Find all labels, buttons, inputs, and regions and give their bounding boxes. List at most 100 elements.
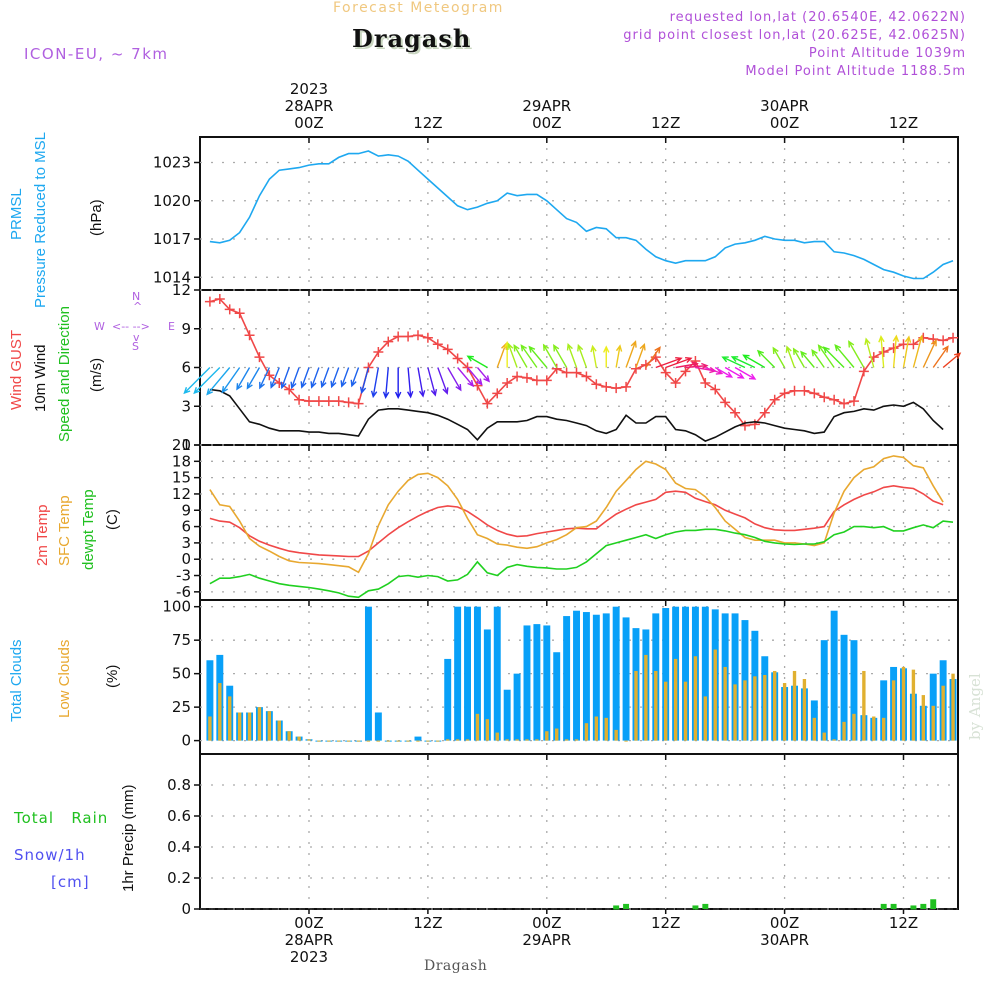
wind-arrow <box>221 367 241 394</box>
gust-marker <box>373 347 384 357</box>
low-cloud-bar <box>356 740 361 742</box>
compass-south: S <box>132 340 139 353</box>
gust-marker <box>630 363 641 374</box>
gust-marker <box>581 371 592 382</box>
wind-arrow <box>878 335 885 368</box>
requested-coordinates: requested lon,lat (20.6540E, 42.0622N) <box>669 10 966 25</box>
gust-marker <box>521 372 532 383</box>
gust-marker <box>779 388 790 399</box>
y-tick-label: 1020 <box>153 192 191 210</box>
gust-marker <box>660 367 671 378</box>
gust-marker <box>244 330 255 341</box>
panel-1: 0 3 6 9 12 <box>172 281 962 454</box>
low-cloud-bar <box>485 719 490 741</box>
low-cloud-bar <box>822 732 826 741</box>
wind-arrow <box>447 367 462 392</box>
wind-arrow <box>553 344 568 368</box>
wind-arrow <box>603 345 610 368</box>
low-cloud-bar <box>693 656 698 741</box>
wind-arrow <box>742 354 766 369</box>
wind-arrow <box>625 340 637 368</box>
wind-arrow <box>792 347 806 368</box>
gust-marker <box>710 384 721 395</box>
y-tick-label: 9 <box>181 320 191 338</box>
top-time-label: 30APR <box>760 97 809 115</box>
wind-arrow <box>280 367 290 390</box>
y-tick-label: -3 <box>176 567 191 585</box>
total-cloud-bar <box>513 673 521 741</box>
y-tick-label: 0.4 <box>167 838 191 856</box>
wind-arrow <box>834 344 855 368</box>
gust-marker <box>214 294 225 305</box>
y-tick-label: 0 <box>181 436 191 454</box>
compass-icon: N ^ <-- --> v W E S <box>90 290 180 360</box>
top-time-label: 00Z <box>770 114 799 132</box>
gust-marker <box>839 398 850 409</box>
low-cloud-bar <box>911 669 916 741</box>
wind-arrow <box>507 342 518 368</box>
total-cloud-bar <box>454 606 462 741</box>
y-tick-label: 75 <box>172 631 191 649</box>
low-cloud-bar <box>307 739 311 741</box>
series-line-sfc-temp <box>209 455 944 574</box>
rain-bar <box>890 903 897 909</box>
total-cloud-bar <box>553 652 561 741</box>
rain-label: Total Rain <box>14 809 109 827</box>
snow-unit: [cm] <box>51 873 90 891</box>
low-cloud-bar <box>921 695 926 741</box>
gust-marker <box>621 381 632 392</box>
low-cloud-bar <box>475 713 480 741</box>
gust-marker <box>759 407 770 418</box>
wind-arrow <box>236 367 251 391</box>
panel-frame <box>199 753 959 910</box>
total-cloud-bar <box>414 736 422 741</box>
low-cloud-bar <box>832 739 836 741</box>
credit-watermark: by Angel <box>966 673 984 740</box>
low-cloud-bar <box>555 728 559 741</box>
gust-marker <box>432 339 443 350</box>
compass-arrow-up: ^ <box>133 300 143 313</box>
gust-marker <box>948 332 959 343</box>
gust-marker <box>512 371 523 382</box>
panel-4: 0 0.2 0.4 0.6 0.8 <box>167 753 959 918</box>
compass-west: W <box>94 320 105 333</box>
gust-marker <box>908 339 919 350</box>
y-tick-label: 12 <box>172 281 191 299</box>
gust-marker <box>848 396 859 407</box>
panel-frame <box>199 444 959 601</box>
y-tick-label: 100 <box>162 598 191 616</box>
gust-marker <box>254 352 265 363</box>
wind-arrow <box>193 367 221 395</box>
rain-bar <box>613 905 620 910</box>
gust-marker <box>303 396 314 407</box>
gust-marker <box>403 331 414 342</box>
low-cloud-bar <box>416 740 420 742</box>
wind-arrow <box>370 367 380 399</box>
gust-marker <box>393 331 404 342</box>
low-cloud-bar <box>396 740 400 742</box>
total-cloud-bar <box>602 613 610 741</box>
bottom-time-label: 2023 <box>290 948 328 966</box>
low-cloud-bar <box>564 739 569 741</box>
low-cloud-bar <box>941 685 945 741</box>
total-cloud-bar <box>622 617 630 741</box>
low-cloud-bar <box>247 712 252 741</box>
gust-marker <box>561 367 572 378</box>
low-cloud-bar <box>208 716 212 741</box>
wind-arrow <box>417 367 426 398</box>
gust-marker <box>819 392 830 403</box>
y-tick-label: 12 <box>172 485 191 503</box>
gust-marker <box>313 396 324 407</box>
wind-arrow <box>359 367 370 395</box>
bottom-time-label: 29APR <box>522 931 571 949</box>
low-cloud-bar <box>465 739 470 741</box>
panel-frame <box>199 136 959 291</box>
wind-arrow <box>320 367 330 389</box>
wind-arrow <box>756 349 776 368</box>
gust-marker <box>720 397 731 408</box>
low-cloud-bar <box>673 658 678 741</box>
total-cloud-bar <box>840 634 848 741</box>
y-tick-label: 0.2 <box>167 869 191 887</box>
wind-arrow <box>437 367 449 395</box>
